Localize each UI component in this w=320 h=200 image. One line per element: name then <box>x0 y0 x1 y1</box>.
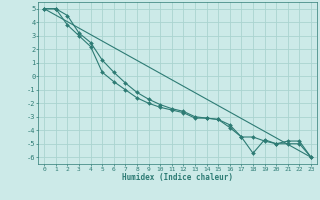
X-axis label: Humidex (Indice chaleur): Humidex (Indice chaleur) <box>122 173 233 182</box>
